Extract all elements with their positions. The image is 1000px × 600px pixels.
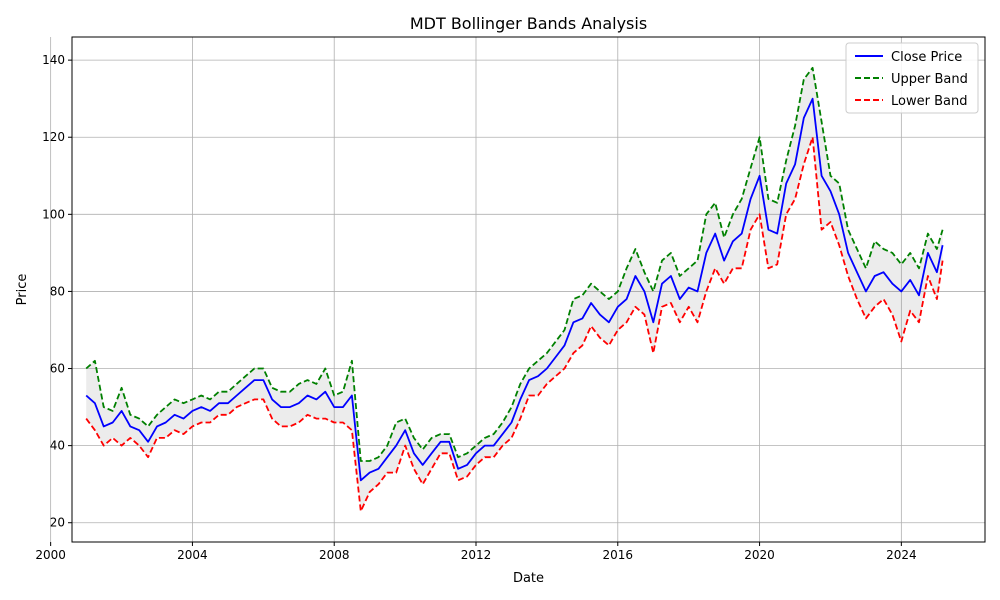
- x-axis-title: Date: [513, 571, 544, 586]
- x-tick-label: 2004: [177, 548, 208, 562]
- upper-band-line: [85, 66, 944, 462]
- y-tick-label: 40: [50, 439, 65, 453]
- y-tick-label: 20: [50, 516, 65, 530]
- legend-label: Upper Band: [891, 72, 968, 87]
- x-tick-label: 2012: [461, 548, 492, 562]
- tick-layer: 2000 2004 2008 2012 2016 2020 2024 20 40 60 80 100 1…: [35, 53, 916, 562]
- y-axis-title: Price: [15, 274, 30, 306]
- legend-label: Lower Band: [891, 94, 967, 109]
- y-tick-label: 60: [50, 362, 65, 376]
- chart-title: MDT Bollinger Bands Analysis: [410, 14, 647, 33]
- lower-band-line: [85, 136, 944, 513]
- x-tick-label: 2020: [744, 548, 775, 562]
- legend-label: Close Price: [891, 50, 962, 65]
- series-layer: [85, 66, 944, 513]
- x-tick-label: 2016: [603, 548, 634, 562]
- y-tick-label: 100: [42, 207, 65, 221]
- x-tick-label: 2024: [886, 548, 917, 562]
- plot-frame: [71, 36, 986, 543]
- y-tick-label: 120: [42, 130, 65, 144]
- y-tick-label: 80: [50, 284, 65, 298]
- y-tick-label: 140: [42, 53, 65, 67]
- x-tick-label: 2000: [35, 548, 66, 562]
- legend-box: [845, 42, 979, 114]
- legend: Close Price Upper Band Lower Band: [845, 42, 979, 114]
- close-price-line: [85, 97, 944, 482]
- x-tick-label: 2008: [319, 548, 350, 562]
- band-fill-area: [86, 67, 943, 512]
- band-fill-layer: [86, 67, 943, 512]
